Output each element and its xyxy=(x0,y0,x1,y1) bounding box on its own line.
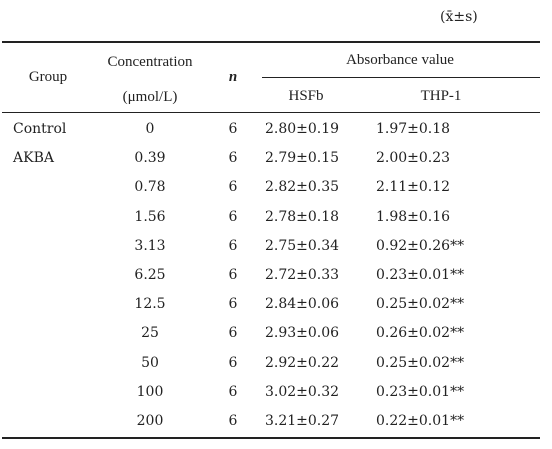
header-concentration: Concentration xyxy=(107,54,193,70)
concentration-cell: 6.25 xyxy=(134,267,166,283)
hsfb-cell: 2.79±0.15 xyxy=(265,150,340,167)
group-rule xyxy=(262,77,540,78)
concentration-cell: 0 xyxy=(145,121,155,137)
group-cell: Control xyxy=(13,121,67,137)
header-thp1: THP-1 xyxy=(420,88,462,104)
hsfb-cell: 2.72±0.33 xyxy=(265,267,340,283)
n-cell: 6 xyxy=(228,179,238,196)
hsfb-cell: 2.75±0.34 xyxy=(265,237,340,254)
concentration-cell: 50 xyxy=(141,354,159,371)
n-cell: 6 xyxy=(228,296,238,313)
thp1-cell: 0.22±0.01** xyxy=(376,413,465,429)
header-unit: (μmol/L) xyxy=(122,89,178,105)
n-cell: 6 xyxy=(228,413,238,429)
hsfb-cell: 3.02±0.32 xyxy=(265,383,340,400)
hsfb-cell: 2.82±0.35 xyxy=(265,179,340,196)
group-cell: AKBA xyxy=(13,150,54,167)
thp1-cell: 1.98±0.16 xyxy=(376,208,451,225)
concentration-cell: 12.5 xyxy=(134,296,166,313)
concentration-cell: 3.13 xyxy=(134,237,166,254)
thp1-cell: 0.92±0.26** xyxy=(376,237,465,254)
header-hsfb: HSFb xyxy=(288,88,324,104)
header-rule xyxy=(2,112,540,113)
concentration-cell: 0.78 xyxy=(134,179,166,196)
concentration-cell: 200 xyxy=(136,413,164,429)
hsfb-cell: 2.92±0.22 xyxy=(265,354,340,371)
top-rule xyxy=(2,41,540,43)
bottom-rule xyxy=(2,437,540,439)
thp1-cell: 0.23±0.01** xyxy=(376,267,465,283)
n-cell: 6 xyxy=(228,354,238,371)
thp1-cell: 0.26±0.02** xyxy=(376,325,465,342)
hsfb-cell: 3.21±0.27 xyxy=(265,413,340,429)
thp1-cell: 2.00±0.23 xyxy=(376,150,451,167)
thp1-cell: 1.97±0.18 xyxy=(376,121,451,137)
concentration-cell: 1.56 xyxy=(134,208,166,225)
thp1-cell: 0.25±0.02** xyxy=(376,296,465,313)
n-cell: 6 xyxy=(228,121,238,137)
n-cell: 6 xyxy=(228,267,238,283)
n-cell: 6 xyxy=(228,208,238,225)
hsfb-cell: 2.78±0.18 xyxy=(265,208,340,225)
concentration-cell: 25 xyxy=(141,325,159,342)
hsfb-cell: 2.84±0.06 xyxy=(265,296,340,313)
concentration-cell: 0.39 xyxy=(134,150,166,167)
hsfb-cell: 2.93±0.06 xyxy=(265,325,340,342)
concentration-cell: 100 xyxy=(136,383,164,400)
n-cell: 6 xyxy=(228,237,238,254)
thp1-cell: 0.23±0.01** xyxy=(376,383,465,400)
n-cell: 6 xyxy=(228,150,238,167)
header-n: n xyxy=(228,69,238,85)
thp1-cell: 2.11±0.12 xyxy=(376,179,451,196)
hsfb-cell: 2.80±0.19 xyxy=(265,121,340,137)
n-cell: 6 xyxy=(228,383,238,400)
thp1-cell: 0.25±0.02** xyxy=(376,354,465,371)
header-group: Group xyxy=(28,69,68,85)
stat-note: (x̄±s) xyxy=(440,9,478,25)
header-absorbance: Absorbance value xyxy=(346,52,454,68)
n-cell: 6 xyxy=(228,325,238,342)
